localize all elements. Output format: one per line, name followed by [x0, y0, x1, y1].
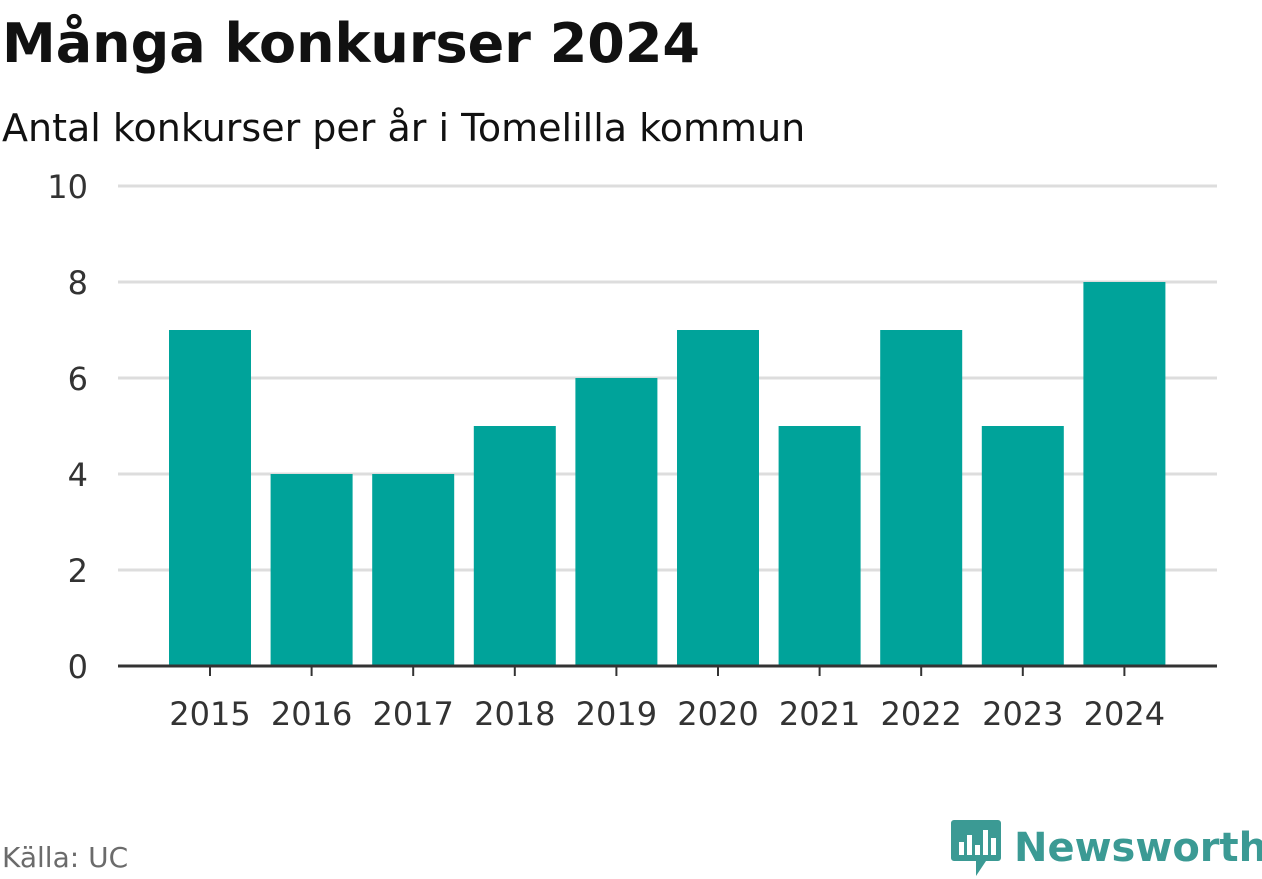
bar: [270, 474, 353, 666]
y-tick-label: 0: [68, 648, 88, 686]
x-tick-label: 2021: [779, 695, 860, 733]
x-tick-label: 2022: [880, 695, 961, 733]
bar: [372, 474, 455, 666]
x-tick-label: 2020: [677, 695, 758, 733]
bar: [575, 378, 658, 666]
bars: [169, 282, 1166, 666]
y-tick-label: 10: [47, 168, 88, 206]
bar: [880, 330, 963, 666]
x-tick-label: 2024: [1084, 695, 1165, 733]
bar: [778, 426, 861, 666]
source-note: Källa: UC: [2, 841, 129, 874]
bar: [1083, 282, 1166, 666]
x-tick-label: 2017: [372, 695, 453, 733]
chart-title: Många konkurser 2024: [2, 12, 700, 75]
bar-chart-speech-bubble-icon: [951, 820, 1001, 876]
y-tick-label: 4: [68, 456, 88, 494]
bar: [677, 330, 759, 666]
x-tick-label: 2023: [982, 695, 1063, 733]
y-tick-label: 8: [68, 264, 88, 302]
x-tick-label: 2016: [271, 695, 352, 733]
y-tick-label: 2: [68, 552, 88, 590]
brand-logo: Newsworthy: [950, 818, 1262, 878]
x-tick-label: 2019: [576, 695, 657, 733]
bar: [473, 426, 556, 666]
brand-name: Newsworthy: [1014, 825, 1262, 871]
bar: [169, 330, 251, 666]
y-tick-label: 6: [68, 360, 88, 398]
x-tick-label: 2018: [474, 695, 555, 733]
bar: [981, 426, 1064, 666]
x-tick-label: 2015: [169, 695, 250, 733]
chart-subtitle: Antal konkurser per år i Tomelilla kommu…: [2, 106, 806, 150]
axes: 0 2 4 6 8 10 2015 2016 2017 2018 2019 2020 2021 2022 2…: [47, 168, 1217, 733]
